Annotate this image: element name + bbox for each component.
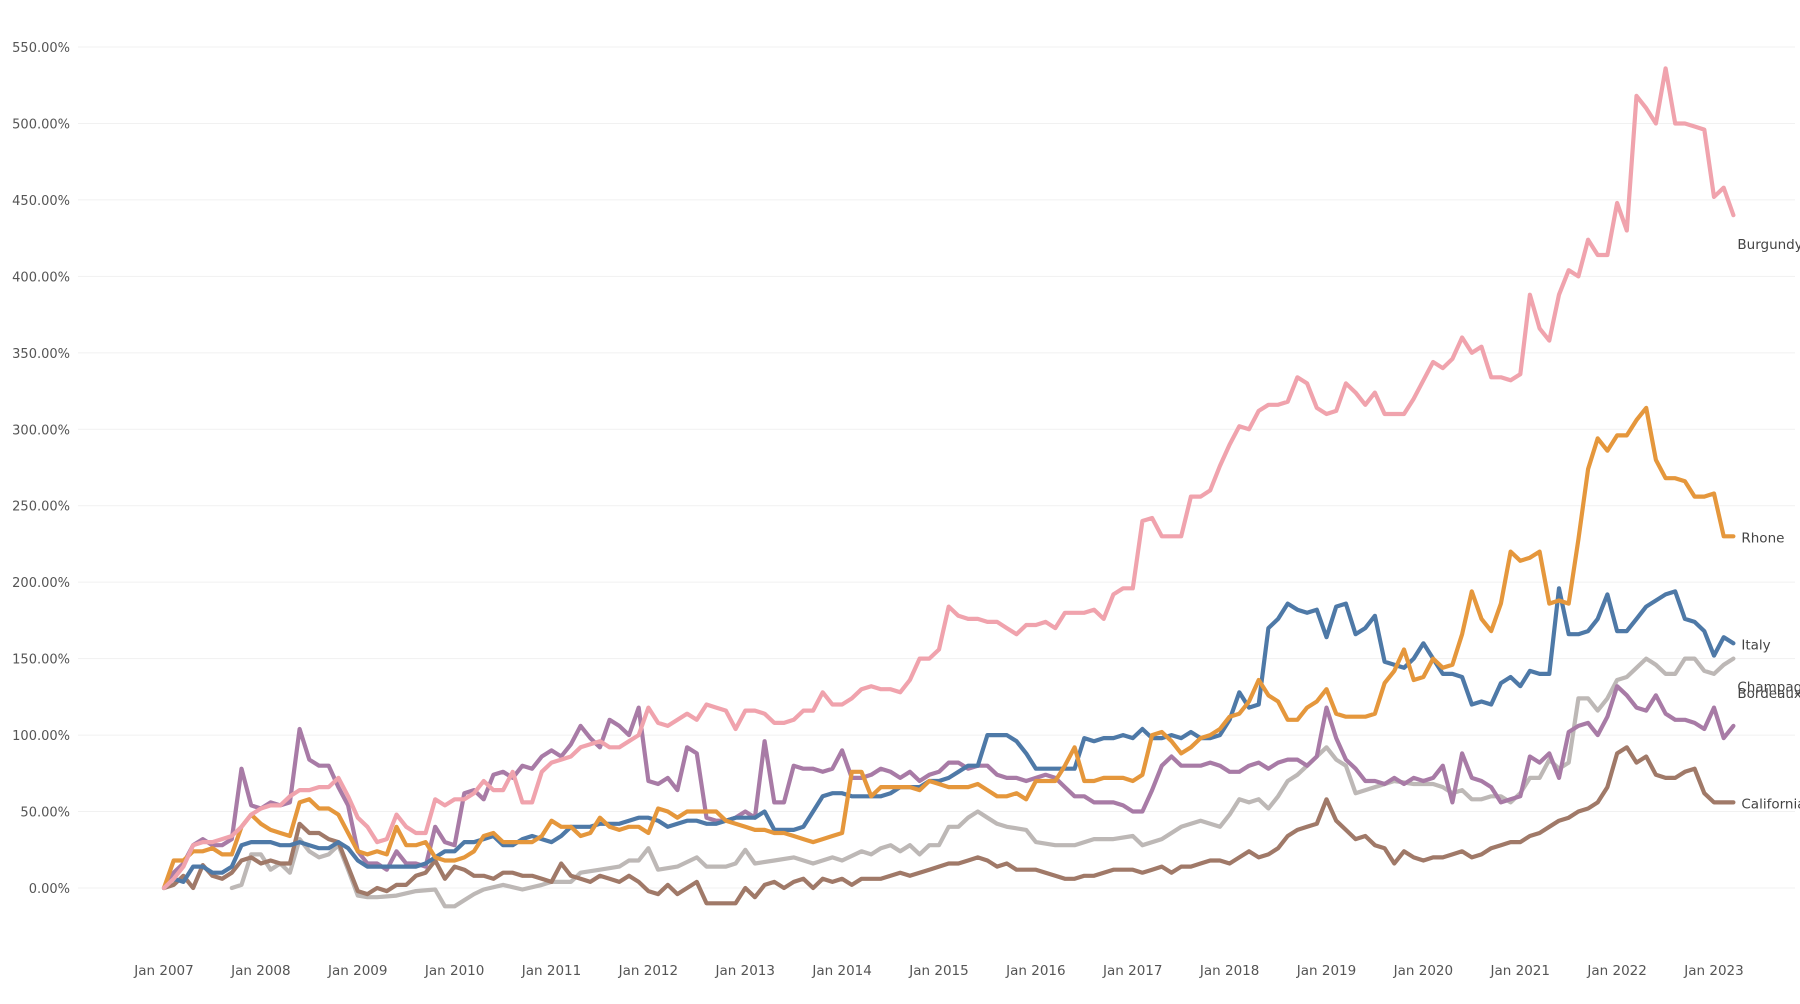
x-tick-label: Jan 2020 (1393, 963, 1453, 979)
y-tick-label: 350.00% (12, 347, 70, 362)
x-tick-label: Jan 2014 (811, 963, 871, 979)
grid-layer (78, 46, 1795, 889)
y-axis: 550.00% 500.00% 450.00% 400.00% 350.00% 300.0… (12, 41, 70, 897)
x-tick-label: Jan 2016 (1005, 963, 1065, 979)
series-labels: Champagne California Bordeaux Italy Rhone Bur… (1737, 237, 1800, 812)
x-tick-label: Jan 2017 (1102, 963, 1162, 979)
x-tick-label: Jan 2022 (1586, 963, 1646, 979)
series-label-california: California (1741, 796, 1800, 812)
series-line-italy (161, 586, 1736, 891)
x-tick-label: Jan 2007 (133, 963, 193, 979)
x-axis: Jan 2007 Jan 2008 Jan 2009 Jan 2010 Jan 2011… (133, 963, 1743, 979)
y-tick-label: 300.00% (12, 423, 70, 438)
x-tick-label: Jan 2023 (1683, 963, 1743, 979)
series-line-california (161, 745, 1736, 906)
y-tick-label: 250.00% (12, 500, 70, 515)
y-tick-label: 100.00% (12, 729, 70, 744)
y-tick-label: 0.00% (29, 882, 70, 897)
x-tick-label: Jan 2008 (230, 963, 290, 979)
x-tick-label: Jan 2021 (1490, 963, 1550, 979)
y-tick-label: 500.00% (12, 117, 70, 132)
x-tick-label: Jan 2009 (327, 963, 387, 979)
x-tick-label: Jan 2018 (1199, 963, 1259, 979)
y-tick-label: 200.00% (12, 576, 70, 591)
series-label-champagne: Champagne (1737, 680, 1800, 696)
y-tick-label: 450.00% (12, 194, 70, 209)
series-line-champagne (229, 656, 1736, 909)
y-tick-label: 550.00% (12, 41, 70, 56)
y-tick-label: 150.00% (12, 653, 70, 668)
series-label-italy: Italy (1741, 637, 1770, 653)
series-label-bordeaux: Bordeaux (1737, 686, 1800, 702)
x-tick-label: Jan 2010 (424, 963, 484, 979)
x-tick-label: Jan 2019 (1296, 963, 1356, 979)
x-tick-label: Jan 2013 (715, 963, 775, 979)
x-tick-label: Jan 2015 (908, 963, 968, 979)
x-tick-label: Jan 2011 (521, 963, 581, 979)
x-tick-label: Jan 2012 (618, 963, 678, 979)
series-label-rhone: Rhone (1741, 530, 1784, 546)
series-line-rhone (161, 405, 1736, 891)
series-line-burgundy (161, 66, 1736, 891)
series-layer (161, 66, 1736, 909)
series-line-bordeaux (161, 684, 1736, 891)
y-tick-label: 400.00% (12, 270, 70, 285)
y-tick-label: 50.00% (20, 806, 70, 821)
series-label-burgundy: Burgundy (1737, 237, 1800, 253)
